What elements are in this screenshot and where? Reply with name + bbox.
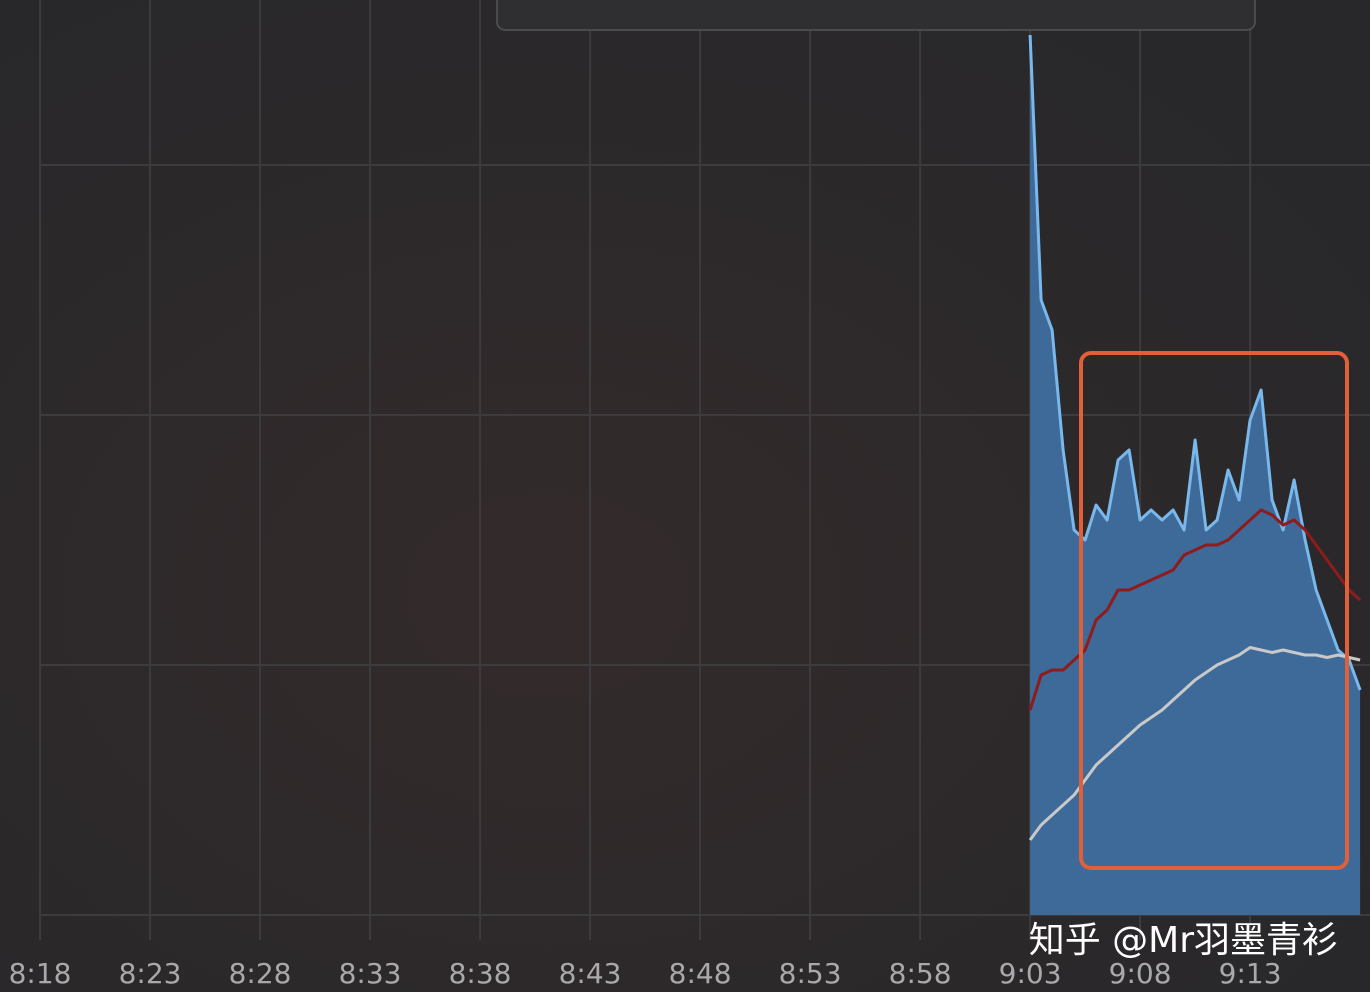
- x-tick-label: 8:18: [9, 957, 72, 990]
- x-tick-label: 8:33: [339, 957, 402, 990]
- area: [1030, 35, 1361, 915]
- x-tick-label: 8:23: [119, 957, 182, 990]
- x-tick-label: 8:28: [229, 957, 292, 990]
- line: [1028, 34, 1362, 691]
- x-tick-label: 8:58: [889, 957, 952, 990]
- x-tick-label: 9:08: [1109, 957, 1172, 990]
- plot: [1028, 34, 1362, 915]
- line: [1028, 508, 1362, 711]
- x-tick-label: 9:03: [999, 957, 1062, 990]
- x-tick-label: 9:13: [1219, 957, 1282, 990]
- x-tick-label: 8:48: [669, 957, 732, 990]
- x-tick-label: 8:53: [779, 957, 842, 990]
- x-tick-label: 8:43: [559, 957, 622, 990]
- watermark: 知乎 @Mr羽墨青衫: [1029, 920, 1338, 961]
- x-tick-label: 8:38: [449, 957, 512, 990]
- tooltip: [496, 0, 1256, 31]
- x-axis: 8:18 8:23 8:28 8:33 8:38 8:43 8:48 8:53 8:58 9:03…: [9, 957, 1282, 990]
- highlight-box: [1079, 351, 1349, 870]
- line: [1028, 646, 1361, 841]
